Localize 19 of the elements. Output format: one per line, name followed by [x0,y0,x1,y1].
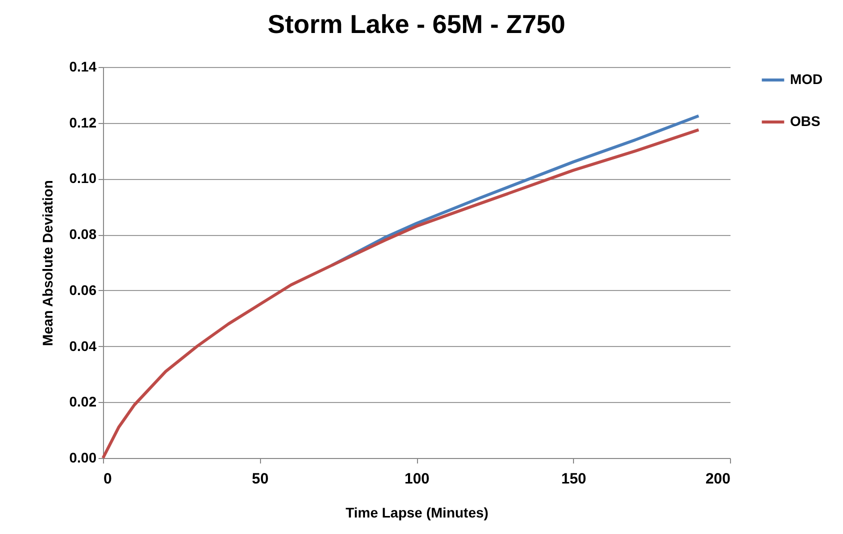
y-tick-label: 0.10 [69,170,97,186]
x-tick-label: 200 [705,470,730,488]
chart-title: Storm Lake - 65M - Z750 [268,9,566,39]
y-tick-label: 0.06 [69,282,97,298]
x-tick-label: 150 [561,470,586,488]
x-tick-label: 50 [252,470,269,488]
y-axis-title: Mean Absolute Deviation [39,180,56,346]
y-tick-label: 0.04 [69,338,97,354]
x-axis-title: Time Lapse (Minutes) [346,504,488,520]
line-series [102,128,700,460]
y-tick-label: 0.00 [69,450,97,466]
legend-label: MOD [790,71,823,87]
y-tick-label: 0.02 [69,394,97,410]
x-tick-label: 0 [104,470,112,488]
y-tick-label: 0.12 [69,114,97,130]
legend-label: OBS [790,113,820,129]
y-tick-label: 0.08 [69,226,97,242]
x-tick-label: 100 [404,470,430,488]
y-tick-label: 0.14 [69,58,97,74]
